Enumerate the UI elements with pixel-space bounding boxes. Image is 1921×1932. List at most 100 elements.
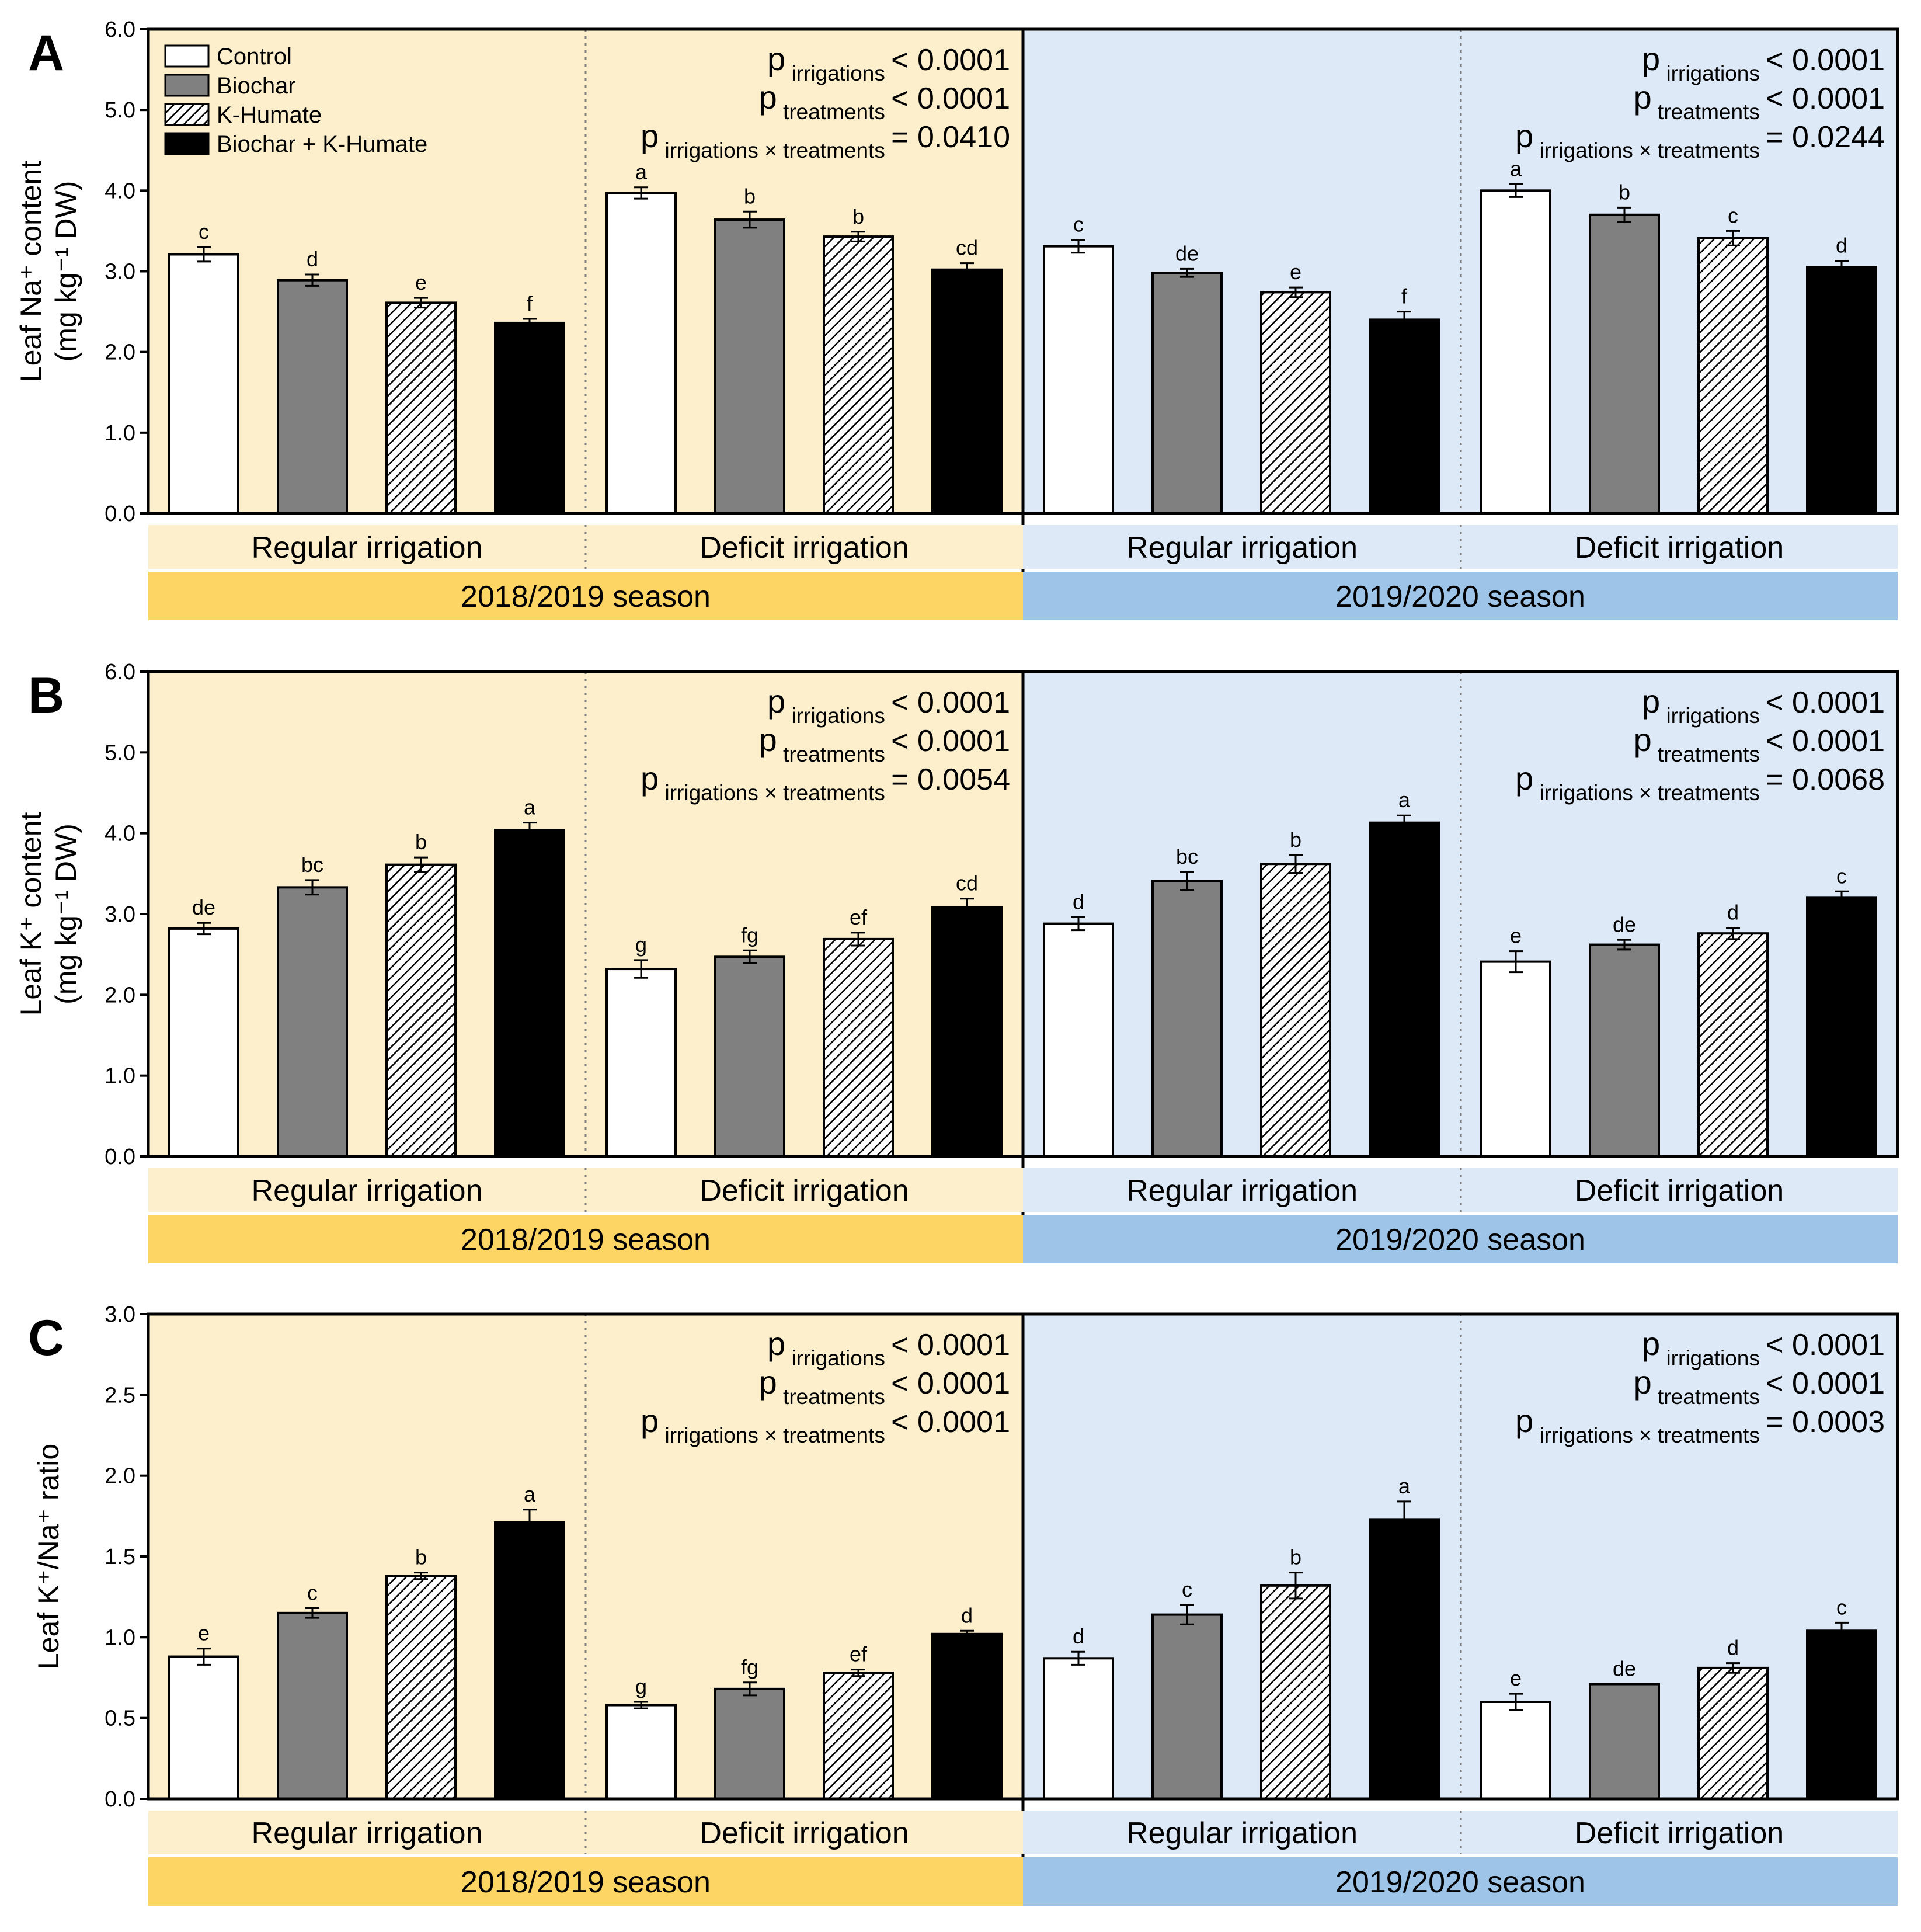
p-subscript: treatments: [777, 100, 891, 124]
p-subscript: irrigations: [1660, 1346, 1766, 1370]
panel-b: de bc b a g fg ef cd d bc b a e de d c 0.0 1.0 2.0 3.0 4.0 5.…: [15, 660, 1899, 1263]
y-tick-label: 5.0: [105, 741, 135, 765]
p-subscript: irrigations × treatments: [1533, 781, 1766, 805]
significance-letter: g: [635, 1674, 647, 1698]
p-symbol: p: [767, 40, 785, 77]
p-symbol: p: [759, 1364, 777, 1401]
y-tick-label: 1.0: [105, 1625, 135, 1650]
irrigation-label: Regular irrigation: [252, 1174, 483, 1208]
y-tick-label: 0.5: [105, 1707, 135, 1731]
bar-biochar-k-humate: [1806, 1629, 1877, 1800]
season-band-2: [1023, 1857, 1898, 1906]
significance-letter: g: [635, 933, 647, 957]
p-subscript: irrigations × treatments: [1533, 1423, 1766, 1447]
bar-biochar: [277, 886, 348, 1158]
p-symbol: p: [759, 721, 777, 758]
p-value: = 0.0410: [891, 120, 1010, 154]
p-subscript: irrigations × treatments: [659, 781, 891, 805]
p-value: < 0.0001: [891, 724, 1010, 758]
stat-line-interaction: p irrigations × treatments = 0.0068: [1515, 760, 1885, 805]
season-label: 2018/2019 season: [461, 1223, 711, 1257]
season-label: 2019/2020 season: [1335, 580, 1585, 614]
y-tick-label: 0.0: [105, 1787, 135, 1812]
y-tick-label: 3.0: [105, 902, 135, 927]
p-subscript: irrigations: [1660, 61, 1766, 85]
significance-letter: d: [1727, 901, 1739, 925]
significance-letter: e: [198, 1621, 210, 1645]
significance-letter: cd: [956, 871, 978, 895]
bar-biochar-k-humate: [1806, 266, 1877, 515]
p-subscript: treatments: [1652, 742, 1766, 766]
significance-letter: d: [961, 1603, 973, 1627]
stat-line-irrigations: p irrigations < 0.0001: [1642, 40, 1885, 85]
significance-letter: fg: [741, 923, 758, 947]
y-axis-label-units: (mg kg⁻¹ DW): [50, 823, 82, 1005]
bar-biochar: [1589, 213, 1660, 515]
irrigation-label: Regular irrigation: [1126, 531, 1358, 565]
bar-biochar-k-humate: [494, 829, 565, 1158]
y-axis-label: Leaf K⁺/Na⁺ ratio: [32, 1444, 65, 1669]
bar-biochar-k-humate: [1369, 1518, 1440, 1801]
p-value: = 0.0003: [1766, 1405, 1885, 1439]
legend-label: Control: [217, 44, 292, 70]
panel-label: B: [28, 668, 64, 724]
significance-letter: de: [1613, 912, 1636, 936]
p-symbol: p: [767, 1325, 785, 1362]
p-symbol: p: [759, 79, 777, 116]
significance-letter: fg: [741, 1655, 758, 1679]
y-axis-label: Leaf Na⁺ content: [15, 161, 47, 383]
bar-biochar: [1151, 1613, 1223, 1801]
p-symbol: p: [641, 117, 659, 154]
irrigation-label: Deficit irrigation: [1575, 531, 1784, 565]
legend-label: Biochar: [217, 73, 296, 99]
p-symbol: p: [1515, 117, 1533, 154]
significance-letter: c: [199, 220, 209, 244]
bar-k-humate: [1697, 932, 1769, 1158]
significance-letter: a: [635, 160, 648, 184]
p-symbol: p: [1642, 1325, 1660, 1362]
p-value: < 0.0001: [891, 1367, 1010, 1401]
irrigation-label: Deficit irrigation: [700, 1174, 909, 1208]
p-symbol: p: [1515, 760, 1533, 797]
bar-k-humate: [1260, 863, 1331, 1158]
legend-label: K-Humate: [217, 102, 322, 128]
bar-k-humate: [1697, 1666, 1769, 1800]
y-tick-label: 0.0: [105, 502, 135, 526]
p-subscript: irrigations × treatments: [659, 1423, 891, 1447]
p-symbol: p: [641, 1402, 659, 1439]
significance-letter: f: [527, 291, 533, 315]
stat-line-irrigations: p irrigations < 0.0001: [767, 40, 1010, 85]
significance-letter: de: [1613, 1657, 1636, 1681]
panel-a: cdefabbcdcdeefabcd0.01.02.03.04.05.06.0L…: [15, 18, 1899, 620]
p-symbol: p: [767, 683, 785, 720]
p-value: < 0.0001: [1766, 686, 1885, 720]
irrigation-label: Regular irrigation: [252, 1816, 483, 1850]
stat-line-interaction: p irrigations × treatments < 0.0001: [641, 1402, 1010, 1447]
legend-label: Biochar + K-Humate: [217, 131, 427, 157]
season-band-1: [148, 572, 1023, 620]
y-tick-label: 1.0: [105, 1064, 135, 1089]
p-value: < 0.0001: [1766, 724, 1885, 758]
bar-control: [605, 968, 677, 1158]
bar-control: [605, 1704, 677, 1801]
stat-line-treatments: p treatments < 0.0001: [1634, 721, 1885, 766]
legend: Control Biochar K-Humate Biochar + K-Humate: [164, 44, 427, 157]
bar-biochar-k-humate: [931, 268, 1003, 515]
irrigation-label: Regular irrigation: [252, 531, 483, 565]
y-tick-label: 0.0: [105, 1145, 135, 1169]
bar-control: [168, 1655, 239, 1801]
y-tick-label: 2.0: [105, 983, 135, 1007]
significance-letter: b: [1290, 828, 1301, 852]
bar-k-humate: [385, 863, 457, 1158]
stat-line-treatments: p treatments < 0.0001: [759, 79, 1010, 124]
bar-control: [605, 192, 677, 515]
season-label: 2018/2019 season: [461, 580, 711, 614]
y-tick-label: 2.5: [105, 1383, 135, 1408]
significance-letter: c: [1836, 864, 1847, 888]
irrigation-label: Deficit irrigation: [1575, 1174, 1784, 1208]
p-subscript: irrigations × treatments: [659, 138, 891, 162]
bar-biochar: [277, 279, 348, 515]
stat-line-irrigations: p irrigations < 0.0001: [1642, 683, 1885, 728]
